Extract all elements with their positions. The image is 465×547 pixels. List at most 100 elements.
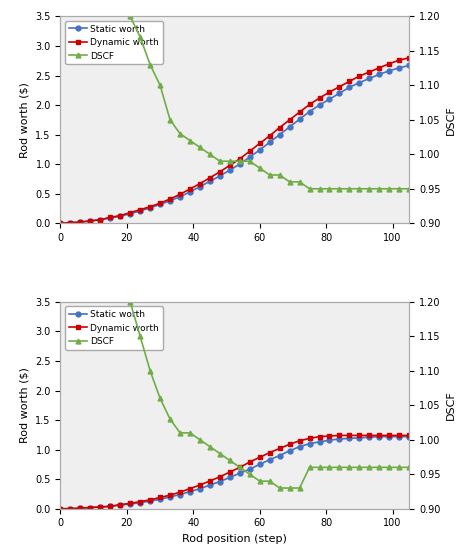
Static worth bbox=[337, 90, 342, 96]
Dynamic worth bbox=[327, 433, 332, 439]
Line: Static worth: Static worth bbox=[58, 434, 412, 511]
Dynamic worth bbox=[58, 220, 63, 226]
DSCF bbox=[177, 429, 183, 436]
Dynamic worth bbox=[357, 432, 362, 439]
Static worth bbox=[406, 62, 412, 69]
DSCF bbox=[127, 13, 133, 20]
DSCF bbox=[247, 158, 252, 165]
Static worth bbox=[277, 452, 282, 459]
DSCF bbox=[187, 429, 193, 436]
Static worth bbox=[177, 194, 183, 200]
Dynamic worth bbox=[337, 432, 342, 439]
Static worth bbox=[317, 102, 322, 108]
DSCF bbox=[317, 185, 322, 192]
Dynamic worth bbox=[366, 432, 372, 439]
Dynamic worth bbox=[187, 485, 193, 492]
X-axis label: Rod position (step): Rod position (step) bbox=[182, 534, 287, 544]
Static worth bbox=[197, 183, 203, 190]
DSCF bbox=[397, 464, 402, 470]
Static worth bbox=[58, 220, 63, 226]
DSCF bbox=[167, 416, 173, 422]
Dynamic worth bbox=[257, 140, 263, 147]
Dynamic worth bbox=[397, 432, 402, 439]
DSCF bbox=[197, 144, 203, 150]
DSCF bbox=[327, 464, 332, 470]
Dynamic worth bbox=[67, 219, 73, 226]
DSCF bbox=[157, 82, 163, 89]
Dynamic worth bbox=[247, 148, 252, 154]
Static worth bbox=[337, 436, 342, 443]
Static worth bbox=[257, 147, 263, 153]
Dynamic worth bbox=[197, 181, 203, 187]
DSCF bbox=[406, 185, 412, 192]
Dynamic worth bbox=[307, 435, 312, 441]
Static worth bbox=[227, 474, 232, 481]
Static worth bbox=[187, 189, 193, 195]
Static worth bbox=[247, 466, 252, 473]
Static worth bbox=[147, 498, 153, 504]
Static worth bbox=[277, 131, 282, 138]
Dynamic worth bbox=[137, 498, 143, 505]
Line: Dynamic worth: Dynamic worth bbox=[58, 55, 412, 226]
Static worth bbox=[237, 161, 243, 167]
DSCF bbox=[287, 485, 292, 491]
Static worth bbox=[107, 503, 113, 510]
Dynamic worth bbox=[167, 196, 173, 202]
Static worth bbox=[118, 502, 123, 509]
DSCF bbox=[287, 179, 292, 185]
Dynamic worth bbox=[267, 449, 272, 456]
Static worth bbox=[287, 124, 292, 130]
Dynamic worth bbox=[346, 78, 352, 85]
Dynamic worth bbox=[227, 162, 232, 168]
Static worth bbox=[137, 499, 143, 506]
Static worth bbox=[386, 67, 392, 74]
DSCF bbox=[237, 464, 243, 470]
Dynamic worth bbox=[177, 489, 183, 496]
Dynamic worth bbox=[147, 203, 153, 210]
Static worth bbox=[386, 433, 392, 440]
Dynamic worth bbox=[78, 219, 83, 225]
Static worth bbox=[67, 219, 73, 226]
Legend: Static worth, Dynamic worth, DSCF: Static worth, Dynamic worth, DSCF bbox=[65, 306, 163, 350]
Static worth bbox=[78, 505, 83, 511]
DSCF bbox=[357, 185, 362, 192]
DSCF bbox=[397, 185, 402, 192]
Static worth bbox=[118, 213, 123, 219]
Static worth bbox=[67, 505, 73, 512]
Y-axis label: Rod worth ($): Rod worth ($) bbox=[20, 368, 30, 443]
DSCF bbox=[207, 444, 213, 450]
Static worth bbox=[357, 434, 362, 441]
DSCF bbox=[247, 471, 252, 478]
Static worth bbox=[287, 447, 292, 454]
Dynamic worth bbox=[118, 501, 123, 508]
DSCF bbox=[386, 464, 392, 470]
DSCF bbox=[257, 165, 263, 171]
Static worth bbox=[267, 456, 272, 463]
Dynamic worth bbox=[237, 155, 243, 162]
Y-axis label: Rod worth ($): Rod worth ($) bbox=[20, 82, 30, 158]
DSCF bbox=[337, 464, 342, 470]
DSCF bbox=[127, 299, 133, 305]
Dynamic worth bbox=[346, 432, 352, 439]
DSCF bbox=[357, 464, 362, 470]
Static worth bbox=[397, 65, 402, 71]
Static worth bbox=[357, 79, 362, 86]
Static worth bbox=[127, 501, 133, 507]
Static worth bbox=[167, 493, 173, 500]
Static worth bbox=[346, 435, 352, 441]
DSCF bbox=[327, 185, 332, 192]
Dynamic worth bbox=[167, 492, 173, 498]
Static worth bbox=[107, 214, 113, 221]
DSCF bbox=[366, 185, 372, 192]
DSCF bbox=[118, 257, 123, 264]
DSCF bbox=[267, 172, 272, 178]
Dynamic worth bbox=[247, 459, 252, 465]
Static worth bbox=[297, 444, 302, 450]
DSCF bbox=[147, 61, 153, 68]
Static worth bbox=[247, 154, 252, 160]
DSCF bbox=[137, 34, 143, 40]
Dynamic worth bbox=[197, 482, 203, 488]
DSCF bbox=[217, 158, 223, 165]
DSCF bbox=[386, 185, 392, 192]
Static worth bbox=[157, 496, 163, 503]
